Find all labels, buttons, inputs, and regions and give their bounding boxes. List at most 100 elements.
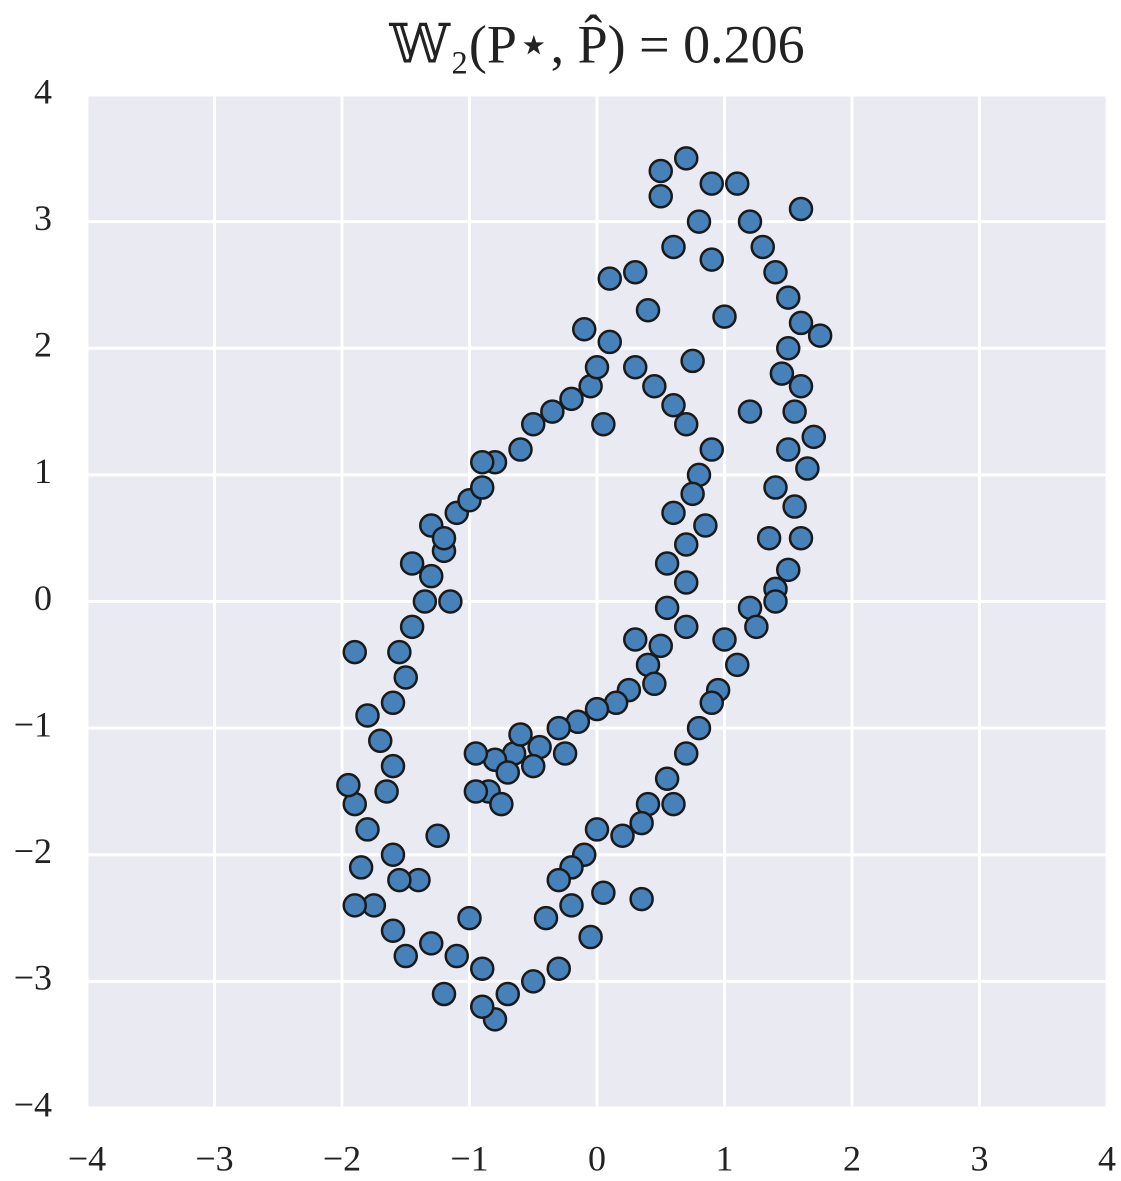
point bbox=[654, 766, 680, 792]
point bbox=[463, 779, 489, 804]
point bbox=[680, 348, 705, 374]
point bbox=[674, 570, 699, 595]
point bbox=[648, 633, 673, 659]
point bbox=[776, 557, 801, 583]
x-tick-label: 0 bbox=[588, 1138, 606, 1176]
point bbox=[801, 424, 826, 450]
point bbox=[642, 373, 667, 399]
point bbox=[642, 671, 667, 697]
point bbox=[508, 722, 533, 747]
point bbox=[712, 627, 737, 652]
point bbox=[342, 893, 367, 918]
y-tick-label: −3 bbox=[14, 958, 52, 998]
chart-title: 𝕎₂(P⋆, P̂) = 0.206 bbox=[388, 13, 804, 75]
point bbox=[680, 481, 705, 507]
y-tick-label: 1 bbox=[34, 451, 52, 491]
point bbox=[399, 551, 425, 576]
point bbox=[782, 399, 807, 424]
point bbox=[495, 760, 520, 785]
point bbox=[521, 753, 546, 779]
point bbox=[444, 943, 469, 969]
point bbox=[380, 753, 406, 779]
point bbox=[769, 361, 795, 386]
point bbox=[699, 690, 724, 716]
y-tick-label: 4 bbox=[34, 71, 52, 111]
point bbox=[763, 475, 788, 500]
point bbox=[648, 184, 673, 209]
point bbox=[431, 525, 457, 551]
point bbox=[744, 614, 769, 640]
point bbox=[776, 285, 801, 310]
point bbox=[419, 563, 444, 589]
point bbox=[552, 741, 578, 766]
point bbox=[610, 823, 635, 849]
y-tick-label: 3 bbox=[34, 198, 52, 238]
point bbox=[463, 741, 489, 766]
point bbox=[763, 260, 788, 285]
point bbox=[629, 886, 654, 912]
point bbox=[380, 690, 406, 716]
point bbox=[419, 931, 444, 956]
y-tick-label: 0 bbox=[34, 578, 52, 618]
point bbox=[674, 146, 699, 171]
point bbox=[336, 772, 361, 798]
point bbox=[380, 918, 406, 943]
point bbox=[725, 652, 750, 678]
point bbox=[591, 411, 616, 437]
point bbox=[470, 475, 495, 500]
point bbox=[578, 924, 603, 950]
point bbox=[788, 525, 814, 551]
point bbox=[559, 386, 584, 412]
point bbox=[776, 437, 801, 462]
point bbox=[699, 171, 724, 196]
point bbox=[546, 867, 571, 893]
x-tick-label: 4 bbox=[1098, 1138, 1116, 1176]
x-tick-label: −4 bbox=[68, 1138, 106, 1176]
point bbox=[756, 525, 782, 551]
point bbox=[546, 956, 571, 981]
point bbox=[782, 494, 807, 519]
point bbox=[635, 298, 661, 323]
point bbox=[674, 614, 699, 640]
point bbox=[597, 329, 622, 355]
point bbox=[380, 842, 406, 867]
x-tick-label: −2 bbox=[323, 1138, 361, 1176]
point bbox=[559, 893, 584, 918]
point bbox=[470, 449, 495, 475]
x-tick-label: 3 bbox=[971, 1138, 989, 1176]
x-tick-label: −3 bbox=[195, 1138, 233, 1176]
point bbox=[399, 614, 425, 640]
point bbox=[795, 456, 820, 481]
point bbox=[495, 981, 520, 1007]
point bbox=[546, 715, 571, 741]
point bbox=[368, 728, 393, 754]
point bbox=[737, 209, 763, 234]
point bbox=[355, 703, 380, 728]
point bbox=[470, 994, 495, 1019]
point bbox=[674, 741, 699, 766]
point bbox=[387, 867, 412, 893]
point bbox=[693, 513, 718, 538]
point bbox=[661, 791, 686, 817]
point bbox=[374, 779, 399, 804]
point bbox=[584, 696, 610, 722]
point bbox=[788, 310, 814, 336]
y-tick-label: −4 bbox=[14, 1084, 52, 1124]
x-tick-label: −1 bbox=[450, 1138, 488, 1176]
point bbox=[431, 981, 457, 1007]
point bbox=[623, 260, 648, 285]
point bbox=[712, 304, 737, 329]
point bbox=[393, 943, 418, 969]
point bbox=[807, 323, 833, 348]
point bbox=[674, 411, 699, 437]
point bbox=[661, 392, 686, 418]
point bbox=[661, 234, 686, 260]
point bbox=[348, 855, 374, 880]
point bbox=[737, 399, 763, 424]
point bbox=[750, 234, 775, 260]
x-tick-label: 1 bbox=[716, 1138, 734, 1176]
point bbox=[763, 589, 788, 614]
point bbox=[521, 969, 546, 994]
point bbox=[623, 354, 648, 380]
point bbox=[521, 411, 546, 437]
